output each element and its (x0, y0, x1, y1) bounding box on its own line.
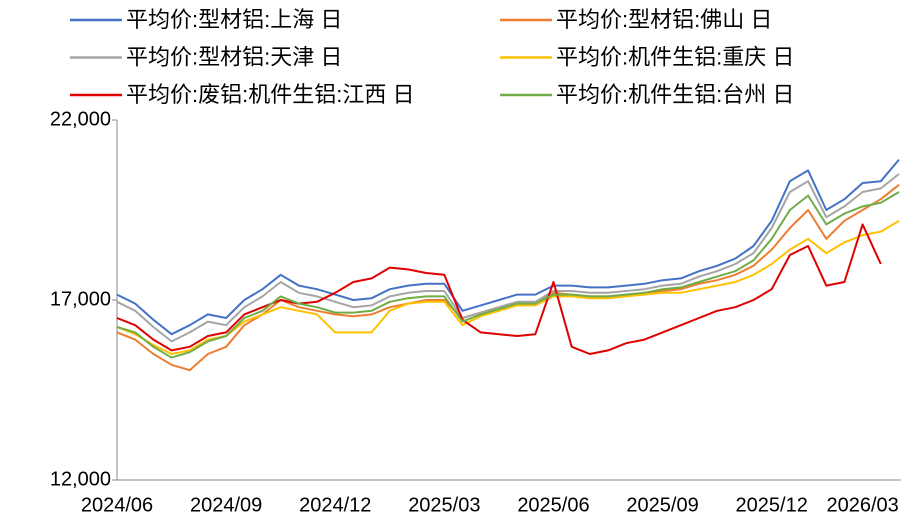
x-tick-label: 2025/09 (626, 494, 698, 516)
series-line (116, 173, 900, 343)
series-line (116, 158, 900, 336)
series-line (116, 184, 900, 372)
x-tick-label: 2025/12 (736, 494, 808, 516)
legend-label: 平均价:机件生铝:重庆 日 (556, 44, 794, 69)
legend-label: 平均价:废铝:机件生铝:江西 日 (126, 82, 414, 107)
legend-label: 平均价:机件生铝:台州 日 (556, 82, 794, 107)
legend-label: 平均价:型材铝:上海 日 (126, 7, 342, 32)
y-tick-label: 17,000 (50, 288, 111, 310)
legend-label: 平均价:型材铝:天津 日 (126, 44, 342, 69)
series-line (116, 191, 900, 359)
x-tick-label: 2024/09 (190, 494, 262, 516)
x-tick-label: 2026/03 (826, 494, 898, 516)
y-tick-label: 12,000 (50, 468, 111, 490)
series-line (116, 223, 882, 355)
x-tick-label: 2024/12 (299, 494, 371, 516)
legend: 平均价:型材铝:上海 日平均价:型材铝:佛山 日平均价:型材铝:天津 日平均价:… (70, 7, 794, 107)
legend-label: 平均价:型材铝:佛山 日 (556, 7, 772, 32)
y-tick-label: 22,000 (50, 108, 111, 130)
series-line (116, 219, 900, 355)
x-tick-label: 2024/06 (81, 494, 153, 516)
x-tick-label: 2025/06 (517, 494, 589, 516)
x-tick-label: 2025/03 (408, 494, 480, 516)
